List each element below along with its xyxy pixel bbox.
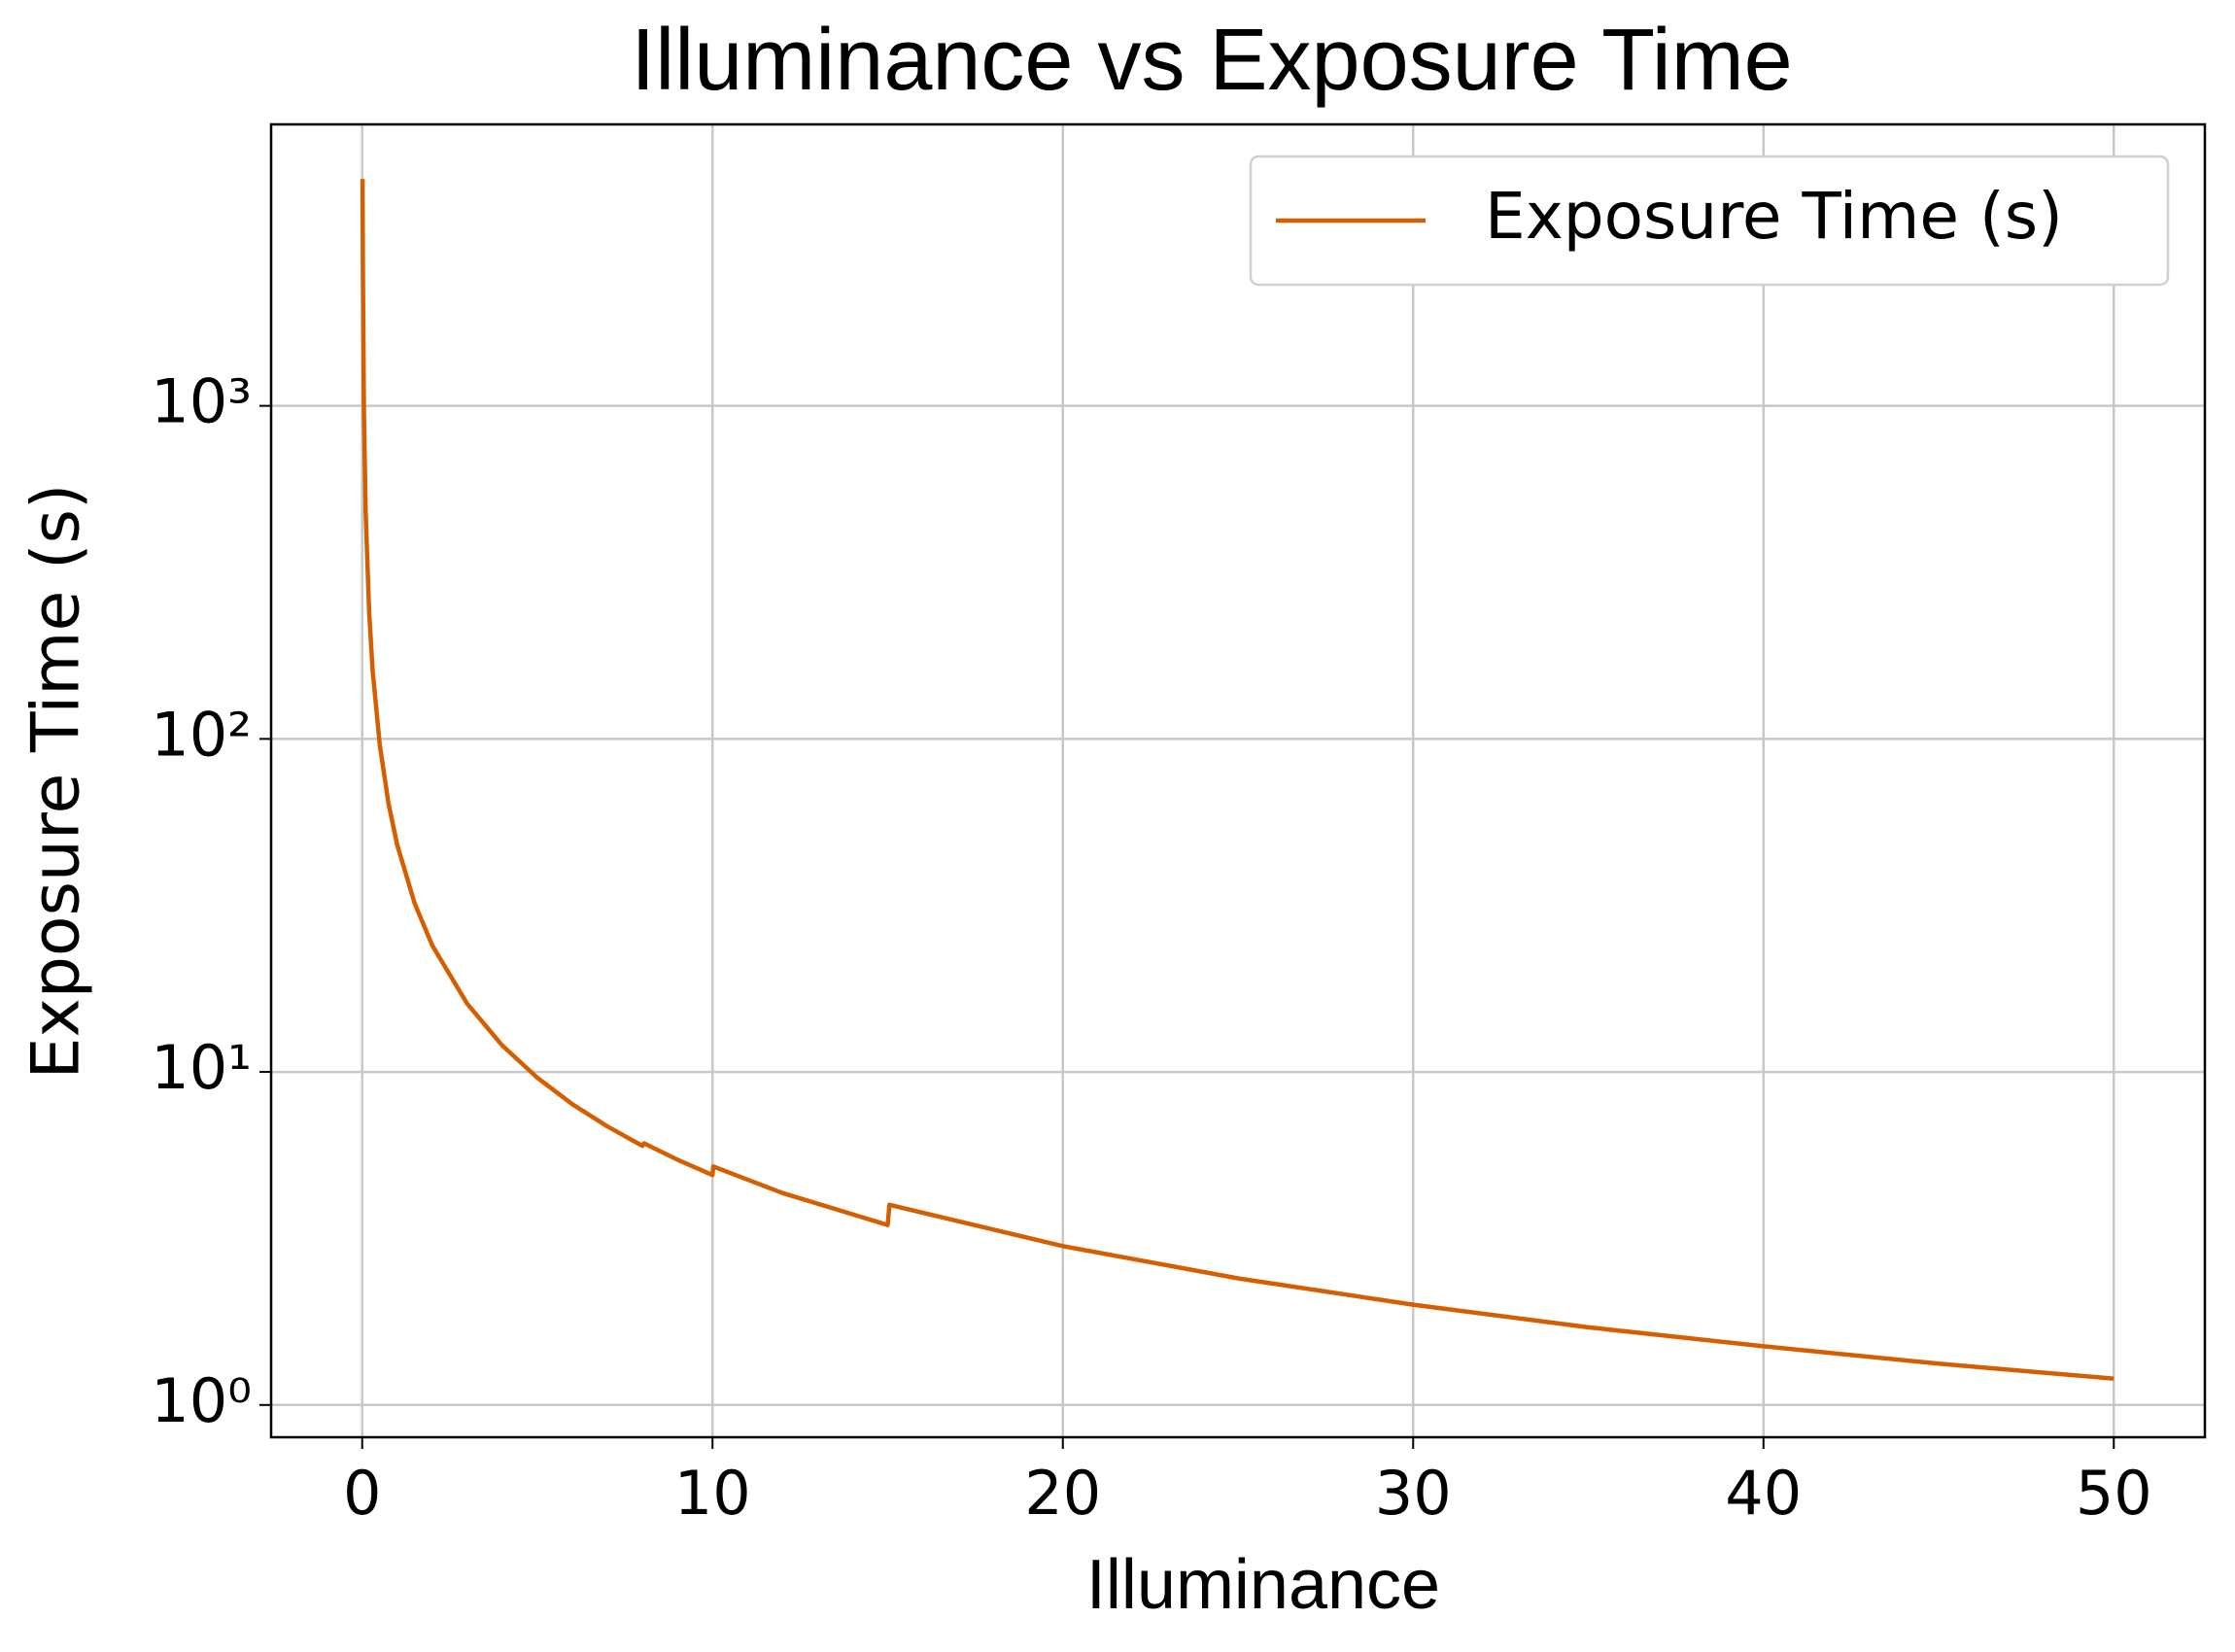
legend-box	[1249, 155, 2170, 287]
y-tick-label: 10²	[151, 699, 252, 770]
y-tick-label: 10⁰	[151, 1365, 252, 1436]
x-tick-label: 10	[674, 1458, 751, 1529]
x-tick-label: 0	[343, 1458, 381, 1529]
x-tick-label: 30	[1375, 1458, 1452, 1529]
x-tick-label: 50	[2076, 1458, 2152, 1529]
y-axis-label: Exposure Time (s)	[18, 484, 95, 1080]
line	[360, 179, 2115, 1381]
legend-label: Exposure Time (s)	[1485, 179, 2063, 254]
x-tick-label: 20	[1024, 1458, 1101, 1529]
plot-frame	[269, 122, 2207, 1439]
x-tick-label: 40	[1725, 1458, 1802, 1529]
x-axis-label: Illuminance	[1086, 1546, 1440, 1624]
chart-title: Illuminance vs Exposure Time	[631, 12, 1793, 109]
y-tick-label: 10³	[151, 366, 252, 437]
y-tick-label: 10¹	[151, 1032, 252, 1103]
